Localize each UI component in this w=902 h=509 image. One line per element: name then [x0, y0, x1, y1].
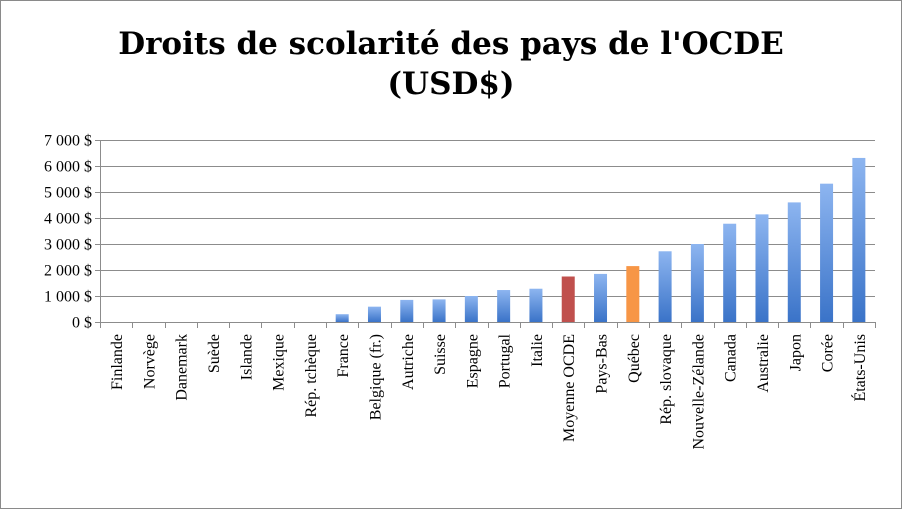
bar [464, 296, 478, 322]
gridlines [100, 140, 875, 297]
x-category-label: Suède [206, 334, 223, 373]
bar [787, 202, 801, 322]
bar [594, 273, 608, 322]
x-category-label: France [335, 334, 352, 378]
axes [95, 140, 876, 328]
bar [367, 306, 381, 322]
bar [755, 214, 769, 322]
y-tick-label: 5 000 $ [44, 185, 92, 202]
bar [497, 290, 511, 322]
y-tick-label: 7 000 $ [44, 133, 92, 150]
x-category-label: Rép. slovaque [658, 334, 675, 425]
x-category-label: Mexique [271, 334, 288, 391]
x-category-label: États-Unis [850, 334, 869, 402]
y-tick-label: 2 000 $ [44, 263, 92, 280]
chart-title-line-2: (USD$) [387, 66, 515, 102]
x-category-label: Norvège [141, 334, 158, 389]
x-category-label: Québec [626, 334, 643, 383]
bar [690, 244, 704, 322]
bar [723, 223, 737, 322]
x-tick-labels: Finlande Norvège Danemark Suède Islande Mexiq… [109, 333, 869, 449]
chart-title: Droits de scolarité des pays de l'OCDE (… [0, 24, 902, 104]
bars [335, 157, 866, 322]
bar [820, 183, 834, 322]
x-category-label: Suisse [432, 334, 449, 375]
bar [432, 299, 446, 322]
x-category-label: Finlande [109, 334, 126, 390]
x-category-label: Australie [755, 334, 772, 393]
x-category-label: Italie [529, 334, 546, 367]
bar [400, 299, 414, 322]
y-tick-label: 0 $ [72, 315, 92, 332]
chart-title-line-1: Droits de scolarité des pays de l'OCDE [118, 26, 784, 62]
bar [852, 157, 866, 322]
x-category-label: Espagne [464, 334, 481, 388]
y-tick-label: 4 000 $ [44, 211, 92, 228]
x-category-label: Rép. tchèque [303, 334, 320, 418]
bar [626, 266, 640, 322]
bar [561, 276, 575, 322]
x-category-label: Portugal [497, 333, 514, 388]
x-category-label: Canada [723, 334, 740, 382]
x-category-label: Corée [820, 334, 837, 372]
bar [658, 251, 672, 322]
y-tick-label: 3 000 $ [44, 237, 92, 254]
x-category-label: Danemark [174, 334, 191, 401]
x-category-label: Belgique (fr.) [367, 334, 384, 420]
x-category-label: Islande [238, 334, 255, 380]
x-category-label: Nouvelle-Zélande [690, 334, 707, 450]
x-category-label: Pays-Bas [594, 334, 611, 394]
y-tick-labels: 0 $ 1 000 $ 2 000 $ 3 000 $ 4 000 $ 5 000 $ 6 … [44, 133, 92, 332]
x-category-label: Moyenne OCDE [561, 334, 578, 442]
bar [335, 314, 349, 322]
bar [529, 288, 543, 322]
x-category-label: Autriche [400, 334, 417, 390]
x-category-label: Japon [787, 334, 804, 371]
y-tick-label: 1 000 $ [44, 289, 92, 306]
y-tick-label: 6 000 $ [44, 159, 92, 176]
